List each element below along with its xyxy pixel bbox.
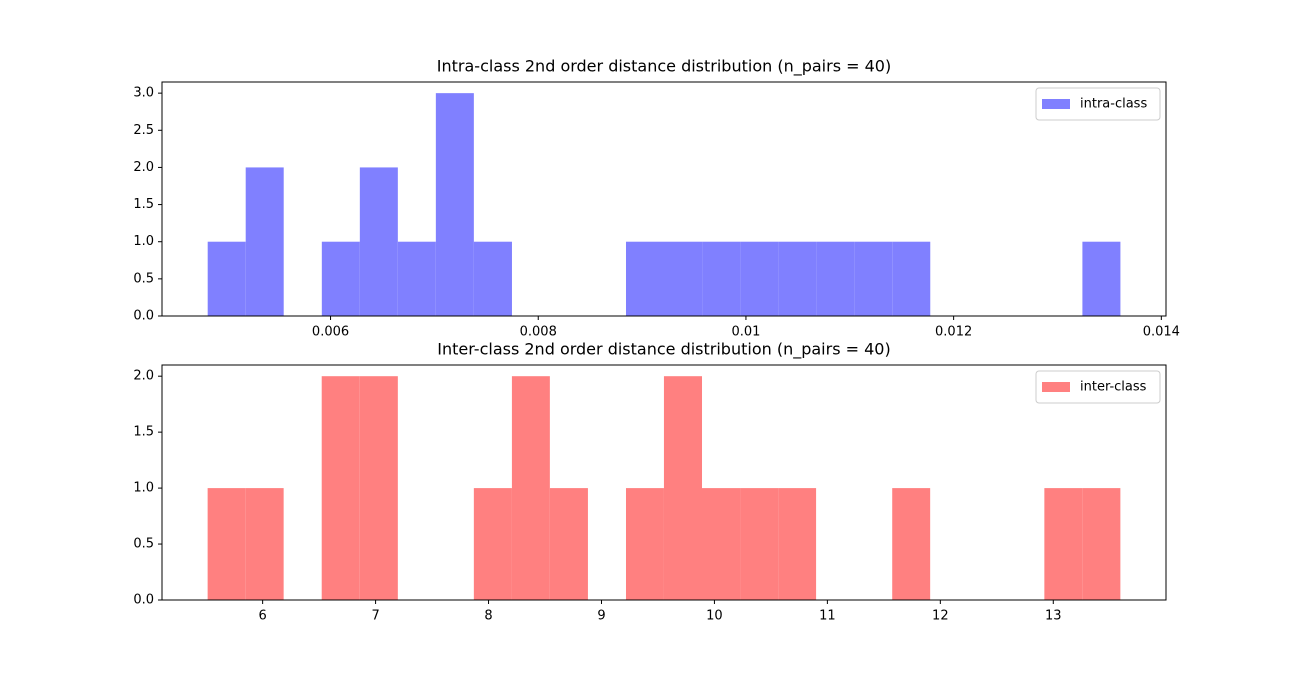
y-tick-label: 0.0	[133, 309, 154, 324]
y-tick-label: 2.5	[133, 123, 154, 138]
x-tick-label: 10	[706, 609, 723, 624]
histogram-bar	[854, 241, 893, 316]
y-tick-label: 1.5	[133, 425, 154, 440]
chart-title: Inter-class 2nd order distance distribut…	[437, 340, 890, 360]
x-tick-label: 0.014	[1143, 325, 1180, 340]
histogram-bar	[321, 241, 360, 316]
histogram-bar	[207, 241, 246, 316]
y-tick-label: 2.0	[133, 369, 154, 384]
y-tick-label: 1.5	[133, 197, 154, 212]
legend-frame	[1035, 87, 1161, 121]
histogram-bar	[435, 93, 474, 317]
histogram-bar	[473, 241, 512, 316]
x-tick-label: 7	[371, 609, 379, 624]
histogram-bar	[892, 488, 931, 600]
histogram-bar	[625, 241, 664, 316]
y-tick-label: 0.0	[133, 593, 154, 608]
legend-swatch	[1042, 382, 1070, 392]
histogram-bar	[359, 167, 398, 316]
histogram-bar	[511, 376, 550, 600]
legend-label: inter-class	[1080, 380, 1147, 395]
histogram-bar	[740, 488, 779, 600]
x-tick-label: 13	[1045, 609, 1062, 624]
histogram-bar	[207, 488, 246, 600]
x-tick-label: 0.006	[312, 325, 349, 340]
chart-title: Intra-class 2nd order distance distribut…	[437, 57, 891, 77]
histogram-bar	[1044, 488, 1083, 600]
legend-label: intra-class	[1080, 97, 1147, 112]
histogram-bar	[702, 241, 741, 316]
y-tick-label: 2.0	[133, 160, 154, 175]
legend-swatch	[1042, 99, 1070, 109]
y-tick-label: 3.0	[133, 86, 154, 101]
histogram-bar	[397, 241, 436, 316]
histogram-bar	[664, 241, 703, 316]
legend: inter-class	[1035, 370, 1161, 404]
x-tick-label: 12	[932, 609, 949, 624]
histogram-bar	[778, 488, 817, 600]
y-tick-label: 1.0	[133, 234, 154, 249]
legend: intra-class	[1035, 87, 1161, 121]
y-tick-label: 0.5	[133, 271, 154, 286]
histogram-bar	[245, 167, 284, 316]
axes-frame	[161, 364, 1167, 601]
histogram-bar	[473, 488, 512, 600]
histogram-bar	[1082, 488, 1121, 600]
y-tick-label: 0.5	[133, 537, 154, 552]
x-tick-label: 0.012	[935, 325, 972, 340]
x-tick-label: 0.008	[520, 325, 557, 340]
x-tick-label: 9	[597, 609, 605, 624]
axes-frame	[161, 81, 1167, 317]
x-tick-label: 11	[819, 609, 836, 624]
histogram-bar	[892, 241, 931, 316]
histogram-bar	[663, 376, 703, 600]
histogram-bar	[702, 488, 741, 600]
histogram-bar	[740, 241, 779, 316]
histogram-bar	[816, 241, 855, 316]
x-tick-label: 8	[484, 609, 492, 624]
histogram-bar	[321, 376, 360, 600]
histogram-bar	[549, 488, 588, 600]
histogram-bar	[359, 376, 398, 600]
histogram-bar	[625, 488, 664, 600]
legend-frame	[1035, 370, 1161, 404]
x-tick-label: 6	[258, 609, 266, 624]
y-tick-label: 1.0	[133, 481, 154, 496]
histogram-bar	[1082, 241, 1121, 316]
histogram-bar	[245, 488, 284, 600]
histogram-bar	[778, 241, 817, 316]
x-tick-label: 0.01	[731, 325, 760, 340]
